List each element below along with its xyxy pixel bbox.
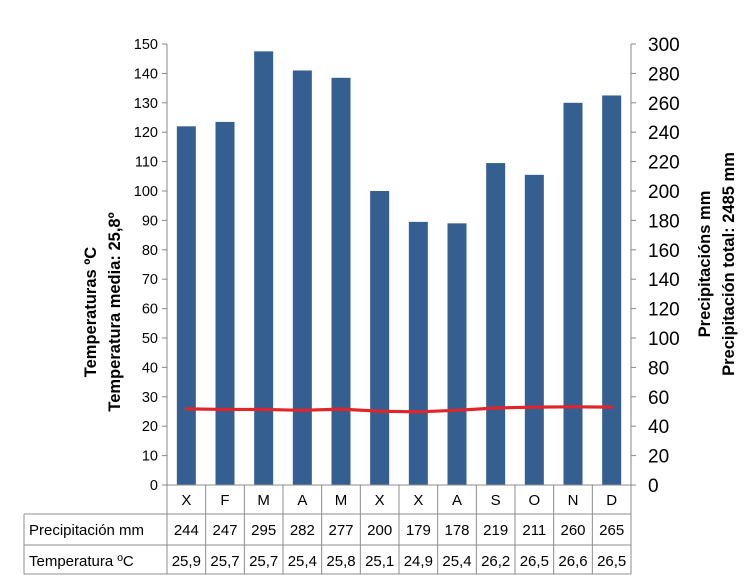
table-cell: 179 [406, 522, 431, 539]
left-axis-tick-label: 10 [142, 449, 158, 465]
category-label: X [413, 492, 423, 509]
right-axis-tick-label: 120 [648, 300, 680, 321]
right-axis-tick-label: 100 [648, 329, 680, 350]
precipitation-bar [254, 51, 274, 485]
right-axis-tick-label: 40 [648, 417, 669, 438]
left-axis-tick-label: 90 [142, 213, 158, 229]
left-axis-tick-label: 80 [142, 243, 158, 259]
table-cell: 26,6 [558, 553, 587, 570]
table-cell: 247 [212, 522, 237, 539]
category-label: A [452, 492, 462, 509]
table-cell: 24,9 [404, 553, 433, 570]
table-cell: 25,7 [210, 553, 239, 570]
precipitation-bar [215, 121, 235, 485]
category-label: X [181, 492, 191, 509]
category-label: A [297, 492, 307, 509]
left-axis-tick-label: 0 [150, 478, 158, 494]
table-cell: 244 [174, 522, 199, 539]
right-axis-title-line2: Precipitación total: 2485 mm [720, 152, 738, 376]
right-axis-tick-label: 80 [648, 358, 669, 379]
category-label: S [491, 492, 501, 509]
left-axis-tick-label: 140 [134, 66, 158, 82]
category-label: M [335, 492, 348, 509]
right-axis-tick-label: 160 [648, 241, 680, 262]
table-row-label: Temperatura ºC [29, 553, 134, 570]
table-cell: 25,4 [442, 553, 471, 570]
left-axis-tick-label: 110 [135, 155, 158, 171]
right-axis-title-line1: Precipitacións mm [696, 191, 714, 338]
left-axis-tick-label: 130 [134, 96, 158, 112]
table-cell: 277 [328, 522, 353, 539]
right-axis-tick-label: 180 [648, 211, 680, 232]
category-label: N [568, 492, 579, 509]
precipitation-bar [524, 174, 544, 485]
right-axis-tick-label: 0 [648, 476, 659, 497]
temperature-line [184, 405, 614, 414]
table-cell: 26,2 [481, 553, 510, 570]
precipitation-bar [370, 191, 390, 485]
category-label: O [528, 492, 540, 509]
category-label: X [375, 492, 385, 509]
right-axis-tick-label: 280 [648, 64, 680, 85]
table-cell: 178 [444, 522, 469, 539]
table-row-label: Precipitación mm [29, 522, 144, 539]
table-cell: 25,7 [249, 553, 278, 570]
right-axis-tick-label: 300 [648, 35, 680, 56]
table-cell: 265 [599, 522, 624, 539]
category-label: M [257, 492, 270, 509]
left-axis-title-line1: Temperaturas ºC [82, 247, 100, 378]
category-label: F [220, 492, 229, 509]
left-axis-tick-label: 70 [142, 272, 158, 288]
table-cell: 211 [522, 522, 546, 539]
table-cell: 26,5 [520, 553, 549, 570]
table-cell: 25,4 [288, 553, 317, 570]
table-cell: 25,8 [326, 553, 355, 570]
category-label: D [606, 492, 617, 509]
table-cell: 25,1 [365, 553, 394, 570]
precipitation-bar [176, 126, 196, 485]
table-cell: 295 [251, 522, 276, 539]
left-axis-tick-label: 50 [142, 331, 158, 347]
precipitation-bar [292, 70, 312, 486]
table-cell: 219 [483, 522, 508, 539]
left-axis-tick-label: 20 [142, 419, 158, 435]
precipitation-bar [447, 223, 467, 485]
left-axis-title-line2: Temperatura media: 25,8º [106, 212, 124, 411]
left-axis-tick-label: 30 [142, 390, 158, 406]
right-axis-tick-label: 20 [648, 447, 669, 468]
left-axis-tick-label: 150 [134, 37, 158, 53]
right-axis-tick-label: 200 [648, 182, 680, 203]
precipitation-bar [563, 102, 583, 486]
right-axis-tick-label: 60 [648, 388, 669, 409]
left-axis-tick-label: 120 [134, 125, 158, 141]
precipitation-bar [331, 77, 351, 485]
left-axis-tick-label: 40 [142, 360, 158, 376]
table-cell: 26,5 [597, 553, 626, 570]
precipitation-bar [486, 163, 506, 485]
right-axis-tick-label: 220 [648, 153, 680, 174]
right-axis-tick-label: 140 [648, 270, 680, 291]
table-cell: 25,9 [172, 553, 201, 570]
right-axis-tick-label: 240 [648, 123, 680, 144]
table-cell: 282 [290, 522, 315, 539]
left-axis-tick-label: 100 [134, 184, 158, 200]
table-cell: 200 [367, 522, 392, 539]
precipitation-bar [408, 221, 428, 485]
table-cell: 260 [560, 522, 585, 539]
right-axis-tick-label: 260 [648, 94, 680, 115]
left-axis-tick-label: 60 [142, 302, 158, 318]
precipitation-bar [602, 95, 622, 485]
